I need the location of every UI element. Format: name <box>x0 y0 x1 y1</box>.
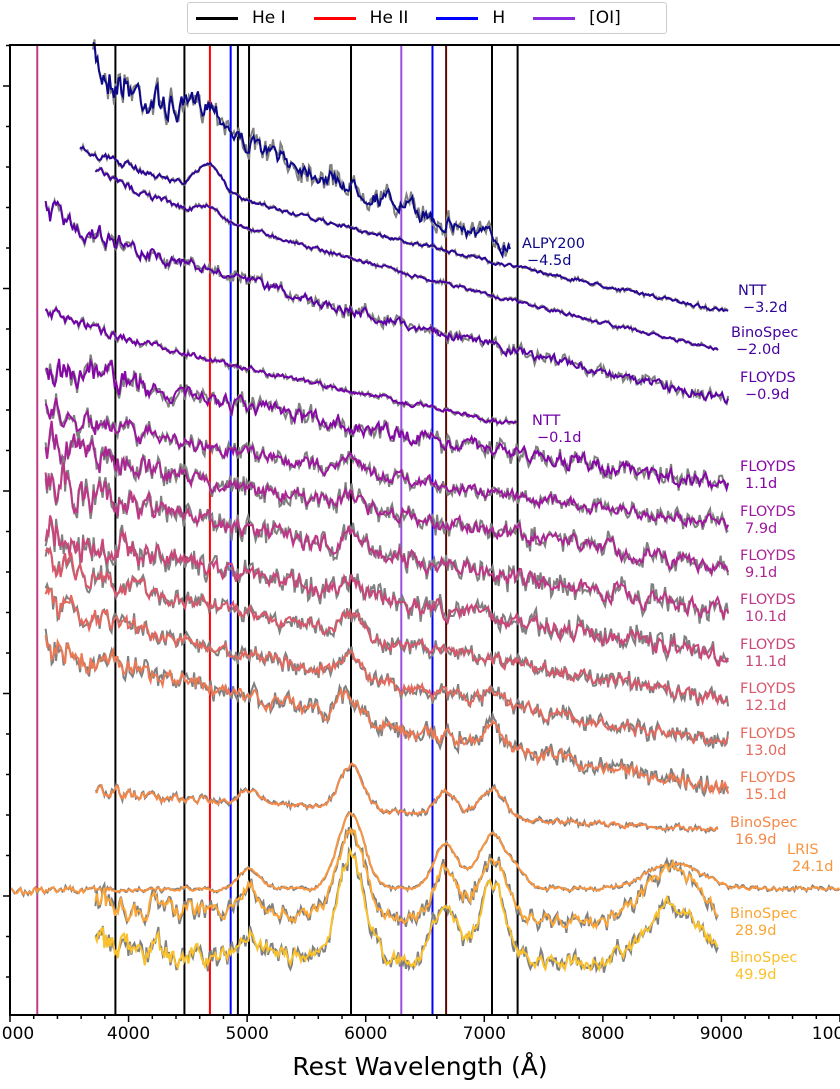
plot-frame <box>9 44 840 1016</box>
instrument-name: FLOYDS <box>740 726 796 742</box>
spectrum-smoothed <box>44 397 730 532</box>
instrument-name: ALPY200 <box>522 236 585 252</box>
spectrum-smoothed <box>94 846 719 973</box>
phase-value: 49.9d <box>735 967 777 983</box>
spectrum-label: NTT −0.1d <box>532 413 581 447</box>
x-tick-label: 000 <box>1 1024 35 1044</box>
legend-swatch-he-ii <box>313 16 356 20</box>
legend-label-h: H <box>492 8 506 28</box>
spectrum-smoothed <box>94 826 719 931</box>
legend: He I He II H [OI] <box>187 2 667 34</box>
x-tick-label: 9000 <box>699 1024 744 1044</box>
spectrum-label: FLOYDS −0.9d <box>740 370 796 404</box>
instrument-name: FLOYDS <box>740 459 796 475</box>
spectrum-raw <box>44 547 730 707</box>
spectrum-label: FLOYDS 13.0d <box>740 726 796 760</box>
spectrum-smoothed <box>94 166 719 352</box>
spectrum-raw <box>44 628 730 798</box>
x-tick-label: 6000 <box>344 1024 388 1044</box>
spectrum-smoothed <box>44 199 730 405</box>
legend-label-he-ii: He II <box>369 8 409 28</box>
spectrum-label: FLOYDS 12.1d <box>740 681 796 715</box>
spectrum-label: FLOYDS 7.9d <box>740 504 796 538</box>
spectrum-smoothed <box>44 420 730 578</box>
spectrum-smoothed <box>79 145 729 313</box>
phase-value: −4.5d <box>527 253 572 269</box>
spectrum-raw <box>44 196 730 407</box>
phase-value: 16.9d <box>735 832 777 848</box>
spectrum-label: BinoSpec −2.0d <box>731 325 798 359</box>
instrument-name: BinoSpec <box>731 325 799 341</box>
spectrum-label: BinoSpec 16.9d <box>730 815 797 849</box>
spectrum-label: FLOYDS 11.1d <box>740 637 796 671</box>
spectrum-label: FLOYDS 9.1d <box>740 548 796 582</box>
spectrum-label: FLOYDS 1.1d <box>740 459 796 493</box>
spectrum-raw <box>79 142 729 313</box>
phase-value: −0.1d <box>537 430 582 446</box>
instrument-name: BinoSpec <box>730 815 798 831</box>
legend-item-h: H <box>436 8 505 28</box>
legend-swatch-oi <box>533 16 576 20</box>
phase-value: 24.1d <box>792 859 834 875</box>
phase-value: −3.2d <box>743 300 788 316</box>
phase-value: 13.0d <box>745 743 787 759</box>
x-tick-label: 5000 <box>225 1024 269 1044</box>
legend-swatch-h <box>436 16 479 20</box>
spectrum-smoothed <box>44 586 729 747</box>
spectrum-smoothed <box>44 545 729 707</box>
instrument-name: BinoSpec <box>730 906 798 922</box>
instrument-name: FLOYDS <box>740 681 796 697</box>
spectrum-label: NTT −3.2d <box>738 283 787 317</box>
instrument-name: FLOYDS <box>740 370 796 386</box>
phase-value: −0.9d <box>745 387 790 403</box>
phase-value: 15.1d <box>745 787 787 803</box>
x-axis-label: Rest Wavelength (Å) <box>292 1052 548 1081</box>
x-tick-label: 7000 <box>462 1024 506 1044</box>
instrument-name: FLOYDS <box>740 548 796 564</box>
instrument-name: FLOYDS <box>740 637 796 653</box>
x-tick-label: 4000 <box>106 1024 151 1044</box>
legend-label-he-i: He I <box>252 8 286 28</box>
spectrum-label: FLOYDS 10.1d <box>740 592 796 626</box>
spectrum-smoothed <box>45 357 730 493</box>
phase-value: 28.9d <box>735 923 777 939</box>
x-tick-label: 8000 <box>581 1024 625 1044</box>
spectrum-smoothed <box>9 812 840 897</box>
spectrum-smoothed <box>44 462 729 619</box>
phase-value: 9.1d <box>745 565 778 581</box>
legend-item-oi: [OI] <box>533 8 621 28</box>
spectrum-raw <box>94 826 719 934</box>
instrument-name: FLOYDS <box>740 592 796 608</box>
instrument-name: BinoSpec <box>730 950 798 966</box>
phase-value: 7.9d <box>745 521 778 537</box>
spectrum-label: BinoSpec 28.9d <box>730 906 797 940</box>
phase-value: −2.0d <box>736 342 781 358</box>
phase-value: 12.1d <box>745 698 787 714</box>
legend-item-he-i: He I <box>196 8 286 28</box>
phase-value: 11.1d <box>745 654 787 670</box>
spectrum-raw <box>9 810 840 899</box>
spectrum-smoothed <box>44 635 730 796</box>
instrument-name: NTT <box>532 413 561 429</box>
spectrum-smoothed <box>92 41 511 260</box>
instrument-name: FLOYDS <box>740 770 796 786</box>
spectrum-label: LRIS 24.1d <box>787 842 834 876</box>
legend-item-he-ii: He II <box>313 8 409 28</box>
spectrum-label: FLOYDS 15.1d <box>740 770 796 804</box>
instrument-name: FLOYDS <box>740 504 796 520</box>
instrument-name: LRIS <box>787 842 819 858</box>
spectrum-smoothed <box>95 762 719 833</box>
instrument-name: NTT <box>738 283 767 299</box>
spectrum-label: ALPY200 −4.5d <box>522 236 585 270</box>
phase-value: 10.1d <box>745 609 787 625</box>
x-tick-label: 100 <box>811 1024 840 1044</box>
phase-value: 1.1d <box>745 476 778 492</box>
spectrum-label: BinoSpec 49.9d <box>730 950 797 984</box>
legend-label-oi: [OI] <box>589 8 621 28</box>
spectrum-smoothed <box>44 515 729 667</box>
legend-swatch-he-i <box>196 16 238 20</box>
spectrum-smoothed <box>44 306 517 425</box>
